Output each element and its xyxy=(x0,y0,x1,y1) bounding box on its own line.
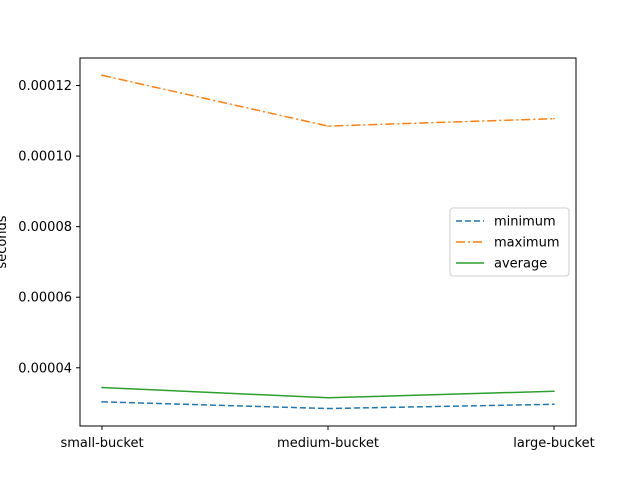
data-point-average-medium-bucket xyxy=(327,397,329,399)
y-axis-label-group: seconds xyxy=(0,215,10,268)
legend-label-average: average xyxy=(494,257,547,272)
data-point-average-large-bucket xyxy=(553,390,555,392)
y-ticks: 0.00004 0.00006 0.00008 0.00010 0.00012 xyxy=(18,79,80,376)
x-tick-label: medium-bucket xyxy=(277,436,379,451)
series-line-average xyxy=(101,386,555,399)
legend-box xyxy=(449,207,570,277)
y-tick-label: 0.00010 xyxy=(18,150,72,165)
data-point-minimum-large-bucket xyxy=(553,403,555,406)
x-tick-label: large-bucket xyxy=(513,436,594,451)
data-point-maximum-small-bucket xyxy=(101,74,103,77)
series-layer xyxy=(101,74,555,410)
series-line-maximum xyxy=(101,74,555,127)
y-axis-label: seconds xyxy=(0,215,10,268)
y-tick-label: 0.00008 xyxy=(18,220,72,235)
x-ticks: small-bucket medium-bucket large-bucket xyxy=(60,426,595,451)
y-tick-label: 0.00012 xyxy=(18,79,72,94)
legend-label-maximum: maximum xyxy=(494,236,560,251)
y-tick-label: 0.00004 xyxy=(18,361,72,376)
data-point-maximum-medium-bucket xyxy=(327,125,329,127)
x-tick-label: small-bucket xyxy=(60,436,143,451)
series-line-minimum xyxy=(101,401,555,410)
y-tick-label: 0.00006 xyxy=(18,291,72,306)
data-point-average-small-bucket xyxy=(101,386,103,389)
legend-label-minimum: minimum xyxy=(494,215,556,230)
data-point-minimum-small-bucket xyxy=(101,401,103,403)
data-point-minimum-medium-bucket xyxy=(327,407,329,410)
legend: minimum maximum average xyxy=(449,207,570,277)
data-point-maximum-large-bucket xyxy=(553,117,555,120)
